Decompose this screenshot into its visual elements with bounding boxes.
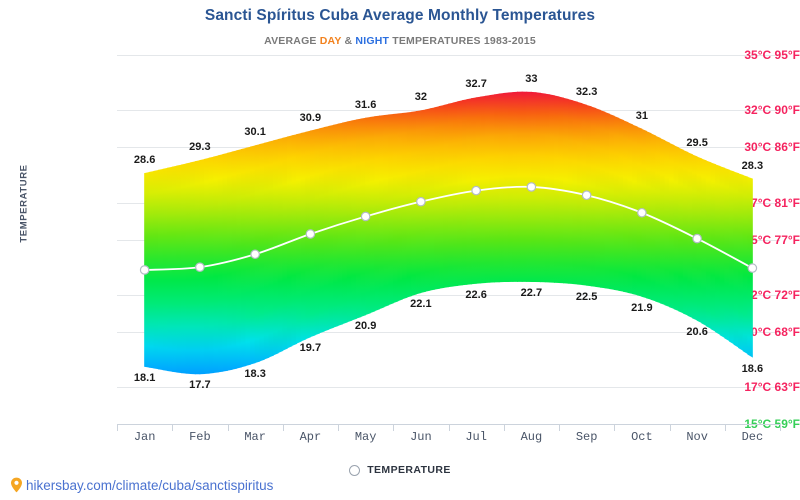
plot-area — [117, 55, 780, 424]
y-axis-tick-label: 32°C 90°F — [744, 103, 800, 118]
x-axis-tick-label: Apr — [299, 430, 322, 444]
x-axis-tick — [393, 424, 395, 431]
night-temperature-label: 19.7 — [299, 342, 322, 355]
x-axis-tick-label: Aug — [520, 430, 543, 444]
map-pin-icon — [10, 477, 23, 493]
x-axis-tick — [172, 424, 174, 431]
y-axis-title: TEMPERATURE — [18, 164, 30, 243]
x-axis-tick — [282, 424, 284, 431]
day-temperature-label: 33 — [525, 72, 538, 85]
chart-title: Sancti Spíritus Cuba Average Monthly Tem… — [204, 7, 596, 24]
x-axis-tick — [448, 424, 450, 431]
chart-legend[interactable]: TEMPERATURE — [0, 464, 800, 476]
chart-subtitle: AVERAGE DAY & NIGHT TEMPERATURES 1983-20… — [0, 35, 800, 47]
x-axis-tick-label: Oct — [631, 430, 653, 444]
x-axis-tick-label: Jun — [410, 430, 432, 444]
night-temperature-label: 18.6 — [741, 362, 764, 375]
gridline — [117, 295, 780, 296]
x-axis-tick-label: Dec — [741, 430, 764, 444]
day-temperature-label: 32.3 — [575, 85, 598, 98]
x-axis-tick-label: Jan — [133, 430, 156, 444]
day-temperature-label: 29.3 — [189, 141, 211, 154]
day-temperature-label: 31 — [635, 109, 648, 122]
subtitle-prefix: AVERAGE — [264, 35, 320, 47]
source-footer[interactable]: hikersbay.com/climate/cuba/sanctispiritu… — [10, 477, 273, 493]
x-axis-tick-label: May — [354, 430, 377, 444]
data-point-marker[interactable] — [637, 207, 647, 218]
night-temperature-label: 18.1 — [133, 371, 156, 384]
x-axis-tick-label: Nov — [686, 430, 708, 444]
y-axis-tick-label: 17°C 63°F — [744, 380, 800, 395]
gridline — [117, 55, 780, 56]
x-axis-tick-label: Sep — [575, 430, 598, 444]
x-axis-tick — [614, 424, 616, 431]
day-temperature-label: 32 — [414, 91, 427, 104]
x-axis-tick — [559, 424, 560, 431]
data-point-marker[interactable] — [581, 190, 592, 201]
gridline — [117, 332, 780, 333]
day-temperature-label: 28.3 — [741, 159, 764, 172]
x-axis-tick-label: Feb — [189, 430, 211, 444]
night-temperature-label: 17.7 — [189, 379, 211, 392]
data-point-marker[interactable] — [195, 262, 205, 272]
y-axis-tick-label: 27°C 81°F — [744, 195, 800, 210]
gridline — [117, 387, 780, 388]
x-axis-tick — [724, 424, 726, 431]
x-axis-tick — [503, 424, 505, 431]
data-point-marker[interactable] — [250, 249, 260, 260]
y-axis-tick-label: 35°C 95°F — [744, 48, 800, 62]
legend-label: TEMPERATURE — [367, 464, 451, 476]
subtitle-night-word: NIGHT — [355, 35, 390, 47]
night-temperature-label: 22.5 — [575, 290, 598, 303]
data-point-marker[interactable] — [305, 229, 316, 239]
night-temperature-label: 22.7 — [520, 286, 543, 299]
night-temperature-label: 20.9 — [354, 320, 377, 333]
y-axis-tick-label: 22°C 72°F — [744, 287, 800, 302]
day-temperature-label: 30.1 — [244, 126, 266, 139]
circle-marker-icon — [349, 464, 361, 476]
night-temperature-label: 22.1 — [410, 298, 432, 310]
x-axis-tick — [338, 424, 339, 431]
y-axis-tick-label: 30°C 86°F — [744, 140, 800, 155]
day-temperature-label: 32.7 — [465, 78, 487, 91]
night-temperature-label: 21.9 — [631, 301, 653, 314]
data-point-marker[interactable] — [526, 182, 537, 192]
y-axis-tick-label: 25°C 77°F — [744, 232, 800, 247]
data-point-marker[interactable] — [471, 185, 481, 196]
night-temperature-label: 20.6 — [686, 325, 708, 338]
night-temperature-label: 22.6 — [465, 288, 487, 301]
subtitle-day-word: DAY — [319, 35, 342, 47]
data-point-marker[interactable] — [139, 265, 150, 275]
data-point-marker[interactable] — [692, 233, 702, 244]
subtitle-suffix: TEMPERATURES 1983-2015 — [389, 35, 536, 47]
day-temperature-label: 28.6 — [133, 154, 156, 167]
x-axis-tick-label: Jul — [465, 430, 487, 444]
day-temperature-label: 31.6 — [354, 98, 377, 111]
day-temperature-label: 30.9 — [299, 111, 322, 124]
subtitle-ampersand: & — [341, 35, 356, 47]
x-axis-tick — [669, 424, 671, 431]
x-axis-tick — [780, 424, 781, 431]
x-axis-tick-label: Mar — [244, 430, 266, 444]
x-axis-tick — [117, 424, 118, 431]
data-point-marker[interactable] — [360, 211, 371, 222]
data-point-marker[interactable] — [416, 196, 426, 207]
day-temperature-label: 29.5 — [686, 137, 708, 150]
night-temperature-label: 18.3 — [244, 368, 266, 381]
x-axis-tick — [227, 424, 229, 431]
data-point-marker[interactable] — [747, 263, 758, 273]
y-axis-tick-label: 20°C 68°F — [744, 324, 800, 339]
average-temperature-line — [143, 185, 754, 271]
source-url[interactable]: hikersbay.com/climate/cuba/sanctispiritu… — [26, 477, 274, 493]
